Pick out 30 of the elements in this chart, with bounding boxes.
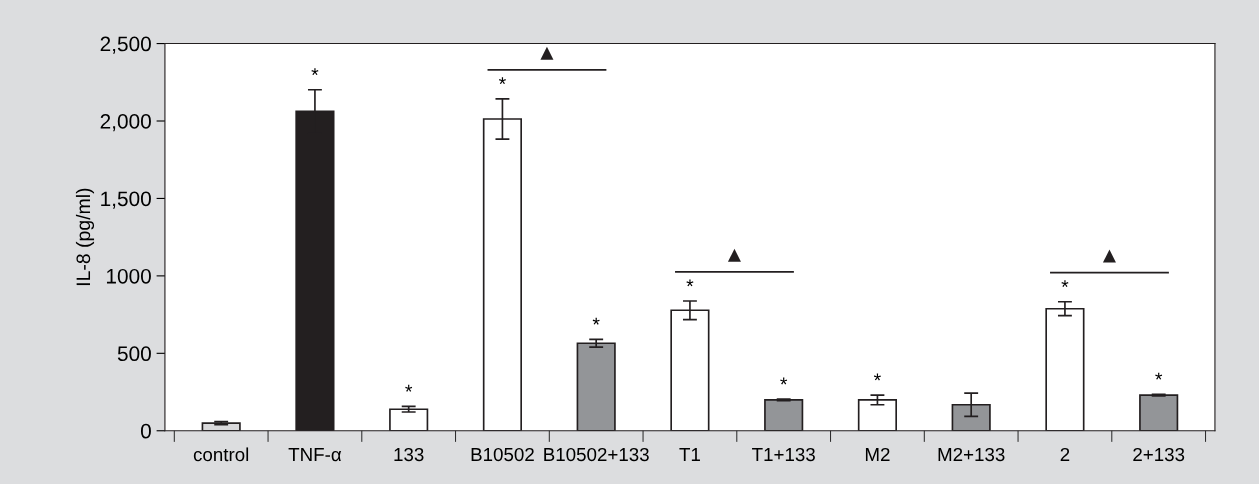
annotation: *	[592, 317, 600, 325]
x-tick-label: M2	[865, 447, 890, 462]
x-tick-label: M2+133	[938, 447, 1005, 462]
x-tick-label: TNF-α	[288, 448, 342, 462]
annotation: ▲	[540, 46, 554, 60]
x-tick-label: B10502+133	[544, 447, 649, 462]
x-tick-label: 2+133	[1133, 447, 1185, 462]
y-tick-label: 0	[140, 423, 151, 439]
y-axis-title: IL-8 (pg/ml)	[75, 188, 95, 286]
x-tick-label: T1+133	[752, 447, 815, 462]
annotation: *	[311, 68, 319, 76]
x-tick-label: 2	[1060, 447, 1070, 462]
annotation: *	[686, 279, 694, 287]
y-tick-label: 2,000	[100, 114, 151, 132]
x-tick-label: control	[193, 447, 249, 462]
x-tick-label: 133	[394, 447, 424, 462]
annotation: ▲	[1102, 249, 1116, 263]
y-tick-label: 2,500	[100, 36, 151, 54]
annotation: *	[1155, 372, 1163, 380]
annotation: *	[1061, 280, 1069, 287]
x-tick-label: B10502	[471, 447, 534, 462]
annotation: ▲	[727, 248, 741, 262]
annotation: *	[873, 373, 881, 381]
y-tick-label: 1,500	[101, 191, 151, 209]
annotation: *	[780, 377, 788, 385]
annotation: *	[405, 384, 413, 392]
y-tick-label: 500	[117, 346, 151, 362]
annotation: *	[498, 77, 506, 85]
y-tick-label: 1000	[106, 268, 151, 284]
x-tick-label: T1	[679, 448, 700, 462]
